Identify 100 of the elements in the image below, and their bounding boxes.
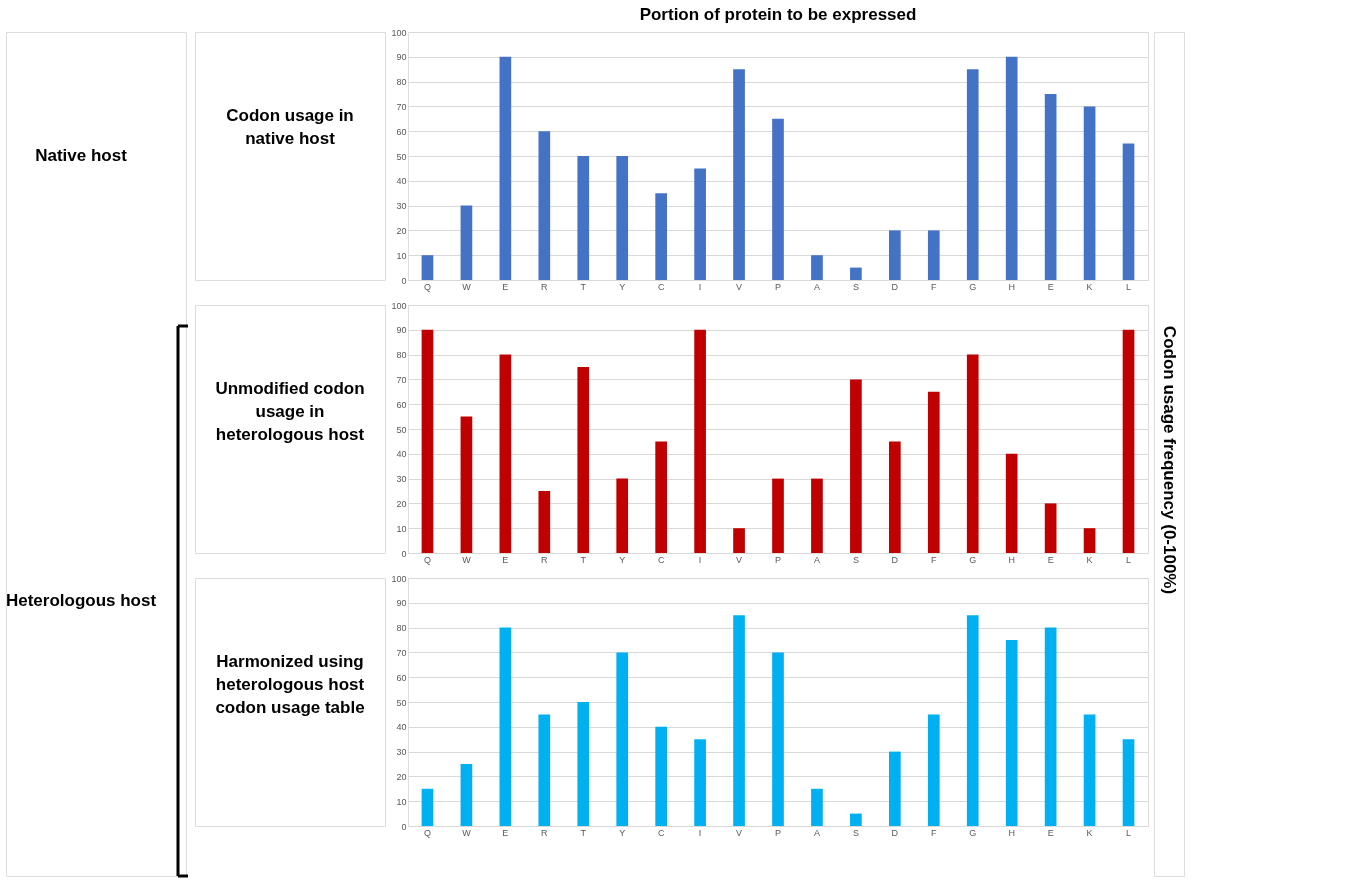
y-tick-label: 70 [396, 647, 407, 658]
bar [889, 441, 901, 553]
x-tick-label: K [1086, 827, 1093, 838]
bar [1044, 94, 1057, 280]
y-tick-label: 30 [396, 201, 407, 212]
x-tick-label: H [1008, 554, 1015, 565]
y-tick-label: 20 [396, 498, 407, 509]
x-tick-label: G [969, 827, 977, 838]
bar [460, 205, 473, 280]
x-tick-label: Q [423, 827, 431, 838]
bar [577, 156, 590, 280]
bar [694, 329, 706, 553]
x-tick-label: S [852, 827, 859, 838]
x-tick-label: R [541, 281, 549, 292]
x-tick-label: W [462, 554, 472, 565]
x-tick-label: L [1126, 554, 1132, 565]
x-tick-label: E [502, 827, 509, 838]
text: Codon usage in native host [226, 106, 354, 148]
bar [850, 813, 862, 826]
bar [460, 764, 473, 826]
y-tick-label: 50 [396, 697, 407, 708]
y-tick-label: 70 [396, 101, 407, 112]
y-tick-label: 60 [396, 126, 407, 137]
bar [499, 56, 512, 280]
y-tick-label: 0 [401, 275, 407, 286]
x-tick-label: F [931, 281, 938, 292]
y-tick-label: 40 [396, 722, 407, 733]
x-tick-label: I [698, 827, 702, 838]
bar [811, 788, 823, 826]
x-tick-label: D [891, 827, 899, 838]
bar [616, 478, 629, 553]
x-tick-label: Y [619, 281, 626, 292]
bar [850, 267, 862, 280]
x-tick-label: P [774, 827, 782, 838]
y-tick-label: 20 [396, 771, 407, 782]
bar [460, 416, 473, 553]
bar [1083, 106, 1096, 280]
x-tick-label: T [580, 827, 587, 838]
x-tick-label: K [1086, 281, 1093, 292]
bar [499, 354, 512, 553]
x-tick-label: F [931, 827, 938, 838]
y-tick-label: 40 [396, 449, 407, 460]
x-tick-label: Y [619, 827, 626, 838]
bar [421, 329, 434, 553]
bar [616, 156, 629, 280]
text: Unmodified codon usage in heterologous host [215, 379, 365, 444]
x-tick-label: V [736, 554, 743, 565]
x-tick-label: D [891, 554, 899, 565]
bar [421, 255, 434, 280]
text: Harmonized using heterologous host codon usage table [215, 652, 365, 717]
bar [655, 441, 667, 553]
x-tick-label: E [1047, 827, 1054, 838]
x-tick-label: E [1047, 281, 1054, 292]
bar [694, 739, 706, 826]
y-tick-label: 100 [391, 573, 407, 584]
y-tick-label: 70 [396, 374, 407, 385]
bar [850, 379, 862, 553]
y-tick-label: 0 [401, 821, 407, 832]
y-tick-label: 30 [396, 474, 407, 485]
x-tick-label: D [891, 281, 899, 292]
x-tick-label: G [969, 281, 977, 292]
x-tick-label: S [852, 554, 859, 565]
bar [772, 118, 784, 280]
bar [811, 478, 823, 553]
x-tick-label: E [1047, 554, 1054, 565]
x-tick-label: C [657, 554, 665, 565]
x-tick-label: A [813, 554, 820, 565]
bar [655, 726, 667, 826]
x-tick-label: C [657, 281, 665, 292]
bar [733, 615, 745, 826]
bar [1005, 640, 1018, 826]
bar [1122, 143, 1135, 280]
x-tick-label: I [698, 554, 702, 565]
y-axis-title: Codon usage frequency (0-100%) [1160, 325, 1179, 595]
bar [655, 193, 667, 280]
y-tick-label: 80 [396, 77, 407, 88]
bar [694, 168, 706, 280]
y-tick-label: 50 [396, 151, 407, 162]
bar [1044, 627, 1057, 826]
y-tick-label: 80 [396, 623, 407, 634]
x-tick-label: R [541, 554, 549, 565]
bar [538, 491, 551, 553]
y-tick-label: 60 [396, 399, 407, 410]
bar [499, 627, 512, 826]
bar [1005, 453, 1018, 553]
x-tick-label: V [736, 281, 743, 292]
x-tick-label: T [580, 281, 587, 292]
bar [733, 528, 745, 553]
bar [1044, 503, 1057, 553]
x-tick-label: Y [619, 554, 626, 565]
text: Heterologous host [5, 591, 157, 610]
bar [927, 391, 940, 553]
y-tick-label: 90 [396, 52, 407, 63]
bar [966, 615, 979, 826]
y-tick-label: 60 [396, 672, 407, 683]
x-tick-label: C [657, 827, 665, 838]
bar [1005, 56, 1018, 280]
x-tick-label: L [1126, 281, 1132, 292]
y-tick-label: 10 [396, 796, 407, 807]
y-tick-label: 40 [396, 176, 407, 187]
